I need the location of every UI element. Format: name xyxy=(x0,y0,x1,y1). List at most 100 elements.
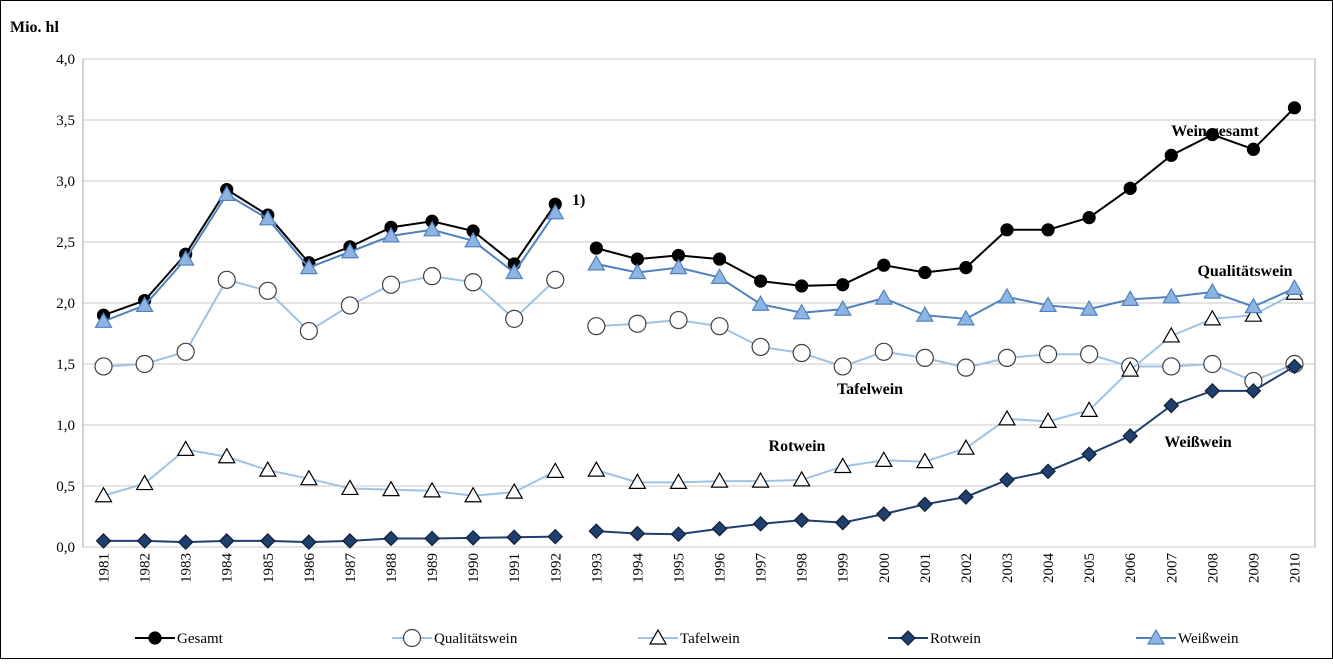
x-tick-label: 2004 xyxy=(1041,553,1057,584)
series-line xyxy=(596,292,1295,484)
x-tick-label: 2008 xyxy=(1205,553,1221,583)
marker xyxy=(1080,299,1099,316)
marker xyxy=(258,281,277,300)
marker xyxy=(792,343,811,363)
marker xyxy=(1162,326,1181,343)
marker xyxy=(874,288,893,305)
marker xyxy=(710,268,729,284)
y-tick-label: 3,5 xyxy=(56,113,75,129)
marker xyxy=(1041,223,1055,237)
marker xyxy=(918,265,932,280)
marker xyxy=(874,451,893,467)
x-tick-label: 1983 xyxy=(179,553,195,583)
marker xyxy=(751,295,770,311)
marker xyxy=(135,354,154,374)
marker xyxy=(464,231,483,248)
marker xyxy=(587,460,606,477)
marker xyxy=(670,526,687,543)
marker xyxy=(1081,446,1097,463)
marker xyxy=(589,241,603,255)
marker xyxy=(505,482,524,499)
marker xyxy=(669,310,688,330)
marker xyxy=(1121,360,1140,377)
marker xyxy=(1038,345,1058,364)
marker xyxy=(217,447,236,464)
note: 1) xyxy=(572,192,585,209)
marker xyxy=(176,440,195,456)
marker xyxy=(301,534,317,550)
marker xyxy=(342,533,358,549)
marker xyxy=(1162,287,1181,304)
marker xyxy=(1162,357,1181,376)
x-tick-label: 2009 xyxy=(1246,553,1262,583)
y-tick-label: 0,0 xyxy=(56,540,75,556)
marker xyxy=(711,520,728,537)
marker xyxy=(135,296,154,313)
marker xyxy=(546,462,565,478)
marker xyxy=(424,530,440,547)
marker xyxy=(834,514,851,531)
marker xyxy=(628,263,647,280)
marker xyxy=(958,489,974,505)
x-tick-label: 1988 xyxy=(384,553,400,583)
marker xyxy=(1000,223,1014,237)
marker xyxy=(1080,345,1099,364)
y-tick-label: 2,0 xyxy=(56,296,75,312)
marker xyxy=(917,496,933,513)
marker xyxy=(792,303,811,320)
marker xyxy=(1122,428,1139,444)
x-tick-label: 1998 xyxy=(795,553,811,583)
marker xyxy=(877,258,891,272)
marker xyxy=(669,473,688,489)
marker xyxy=(628,473,647,489)
marker xyxy=(753,274,768,288)
marker xyxy=(176,342,195,361)
x-tick-label: 1997 xyxy=(754,553,770,584)
marker xyxy=(915,348,934,367)
marker xyxy=(999,472,1015,488)
marker xyxy=(465,530,481,546)
marker xyxy=(217,270,236,289)
marker xyxy=(1039,412,1058,428)
marker xyxy=(381,226,401,243)
marker xyxy=(299,469,318,486)
marker xyxy=(340,479,359,496)
legend-item: Tafelwein xyxy=(638,628,740,647)
marker xyxy=(959,261,973,275)
legend-item: Gesamt xyxy=(135,631,224,647)
marker xyxy=(1205,128,1219,142)
x-tick-label: 2005 xyxy=(1082,553,1098,583)
legend-item: Weißwein xyxy=(1136,628,1239,647)
marker xyxy=(383,530,399,547)
x-tick-label: 1991 xyxy=(507,553,523,583)
marker xyxy=(795,279,809,293)
marker xyxy=(1123,181,1137,195)
legend-item: Qualitätswein xyxy=(392,628,518,648)
x-tick-label: 2003 xyxy=(1000,553,1016,583)
marker xyxy=(956,358,976,377)
marker xyxy=(546,203,565,220)
marker xyxy=(94,312,113,328)
marker xyxy=(836,278,850,292)
legend-label: Weißwein xyxy=(1178,631,1239,647)
marker xyxy=(1203,309,1222,326)
marker xyxy=(258,209,277,226)
marker xyxy=(1203,282,1222,299)
marker xyxy=(340,242,359,259)
marker xyxy=(792,470,811,487)
marker xyxy=(217,185,236,202)
marker xyxy=(218,533,235,549)
series-label: Rotwein xyxy=(769,438,826,455)
marker xyxy=(915,452,934,469)
marker xyxy=(299,258,318,275)
marker xyxy=(1082,211,1096,225)
marker xyxy=(956,309,975,326)
x-tick-label: 1981 xyxy=(97,553,113,583)
series-label: Qualitätswein xyxy=(1197,263,1292,280)
marker xyxy=(505,263,524,280)
x-tick-label: 1994 xyxy=(630,553,646,584)
marker xyxy=(588,523,605,539)
marker xyxy=(148,631,162,645)
marker xyxy=(1040,463,1056,480)
